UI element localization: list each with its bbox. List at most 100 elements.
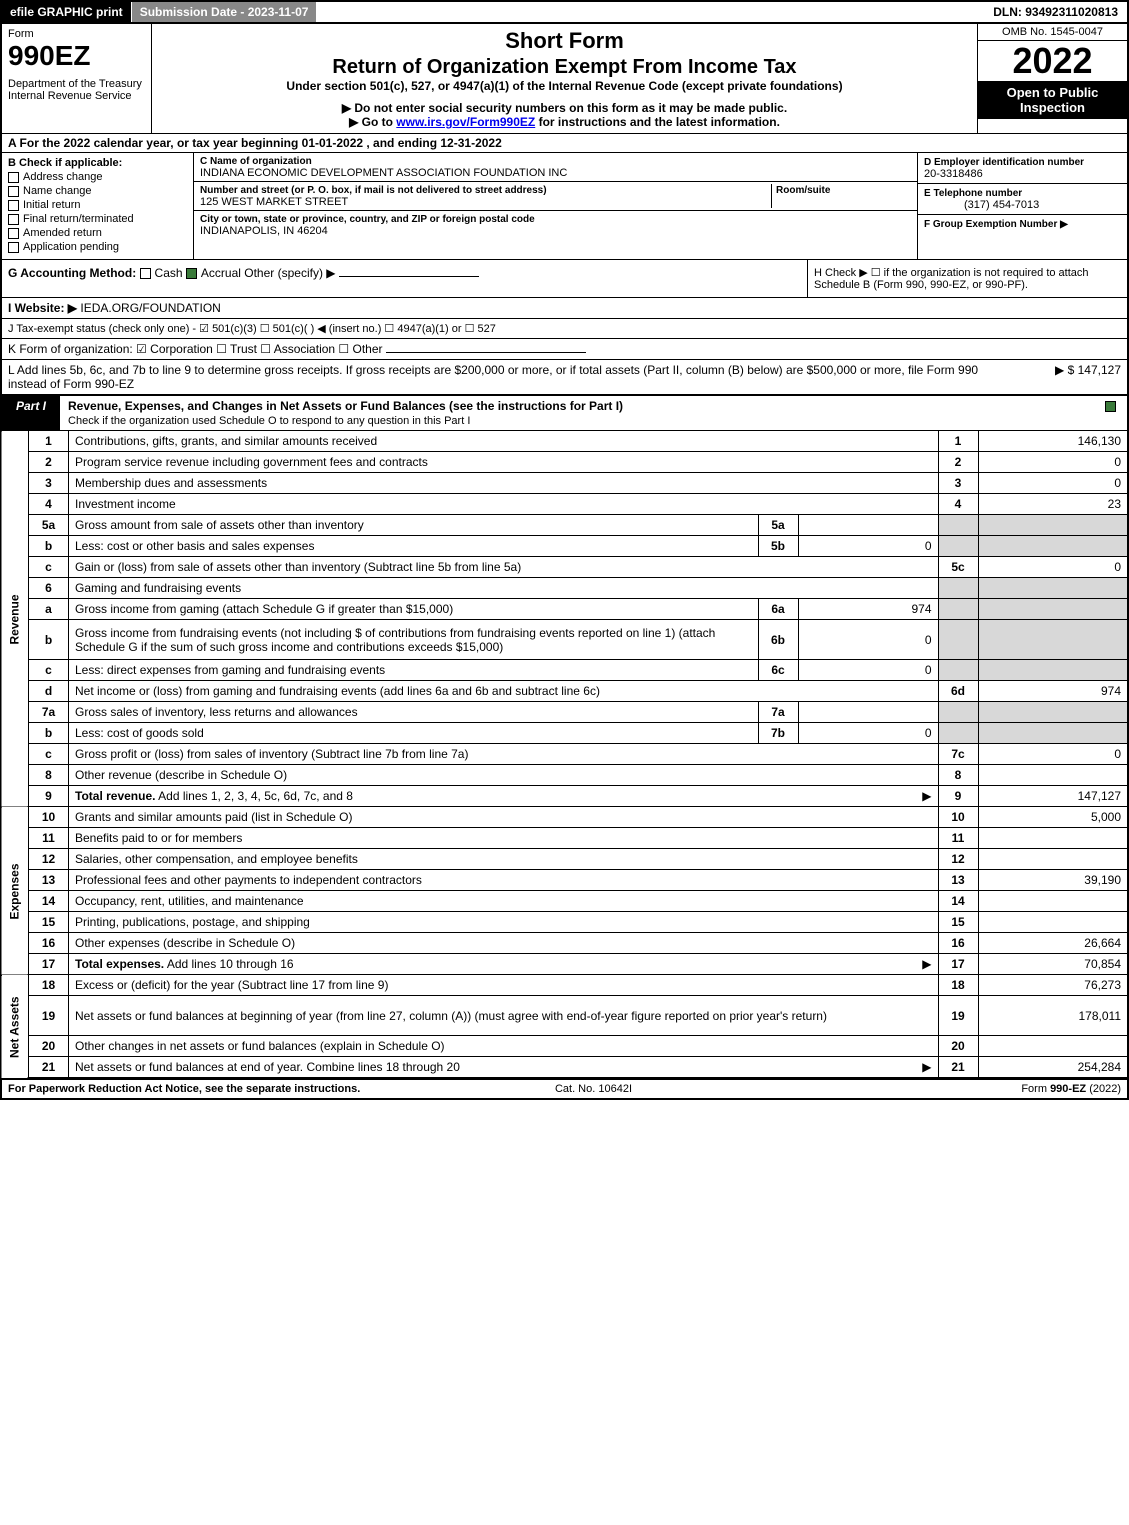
- right-line-value: 0: [978, 557, 1128, 578]
- right-line-value: 147,127: [978, 786, 1128, 807]
- chk-application-pending[interactable]: Application pending: [8, 241, 187, 253]
- submission-date: Submission Date - 2023-11-07: [132, 2, 318, 22]
- right-line-value: [978, 849, 1128, 870]
- line-number: 1: [29, 431, 69, 452]
- line-number: 2: [29, 452, 69, 473]
- line-description: Excess or (deficit) for the year (Subtra…: [69, 975, 939, 996]
- line-description: Occupancy, rent, utilities, and maintena…: [69, 891, 939, 912]
- org-name: INDIANA ECONOMIC DEVELOPMENT ASSOCIATION…: [200, 167, 567, 179]
- table-row: 9Total revenue. Add lines 1, 2, 3, 4, 5c…: [1, 786, 1128, 807]
- line-number: 9: [29, 786, 69, 807]
- line-number: 8: [29, 765, 69, 786]
- line-description: Gross sales of inventory, less returns a…: [69, 702, 759, 723]
- table-row: cLess: direct expenses from gaming and f…: [1, 660, 1128, 681]
- right-line-value: 974: [978, 681, 1128, 702]
- chk-final-return[interactable]: Final return/terminated: [8, 213, 187, 225]
- form-number: 990EZ: [8, 40, 145, 72]
- grp-label: F Group Exemption Number ▶: [924, 219, 1068, 230]
- line-description: Total expenses. Add lines 10 through 16▶: [69, 954, 939, 975]
- k-text: K Form of organization: ☑ Corporation ☐ …: [8, 342, 383, 356]
- line-description: Membership dues and assessments: [69, 473, 939, 494]
- c-name-label: C Name of organization: [200, 156, 312, 167]
- line-number: 17: [29, 954, 69, 975]
- irs-link[interactable]: www.irs.gov/Form990EZ: [396, 115, 535, 129]
- line-description: Salaries, other compensation, and employ…: [69, 849, 939, 870]
- table-row: 3Membership dues and assessments30: [1, 473, 1128, 494]
- line-description: Investment income: [69, 494, 939, 515]
- table-row: Net Assets18Excess or (deficit) for the …: [1, 975, 1128, 996]
- right-line-number: 4: [938, 494, 978, 515]
- line-number: c: [29, 557, 69, 578]
- table-row: aGross income from gaming (attach Schedu…: [1, 599, 1128, 620]
- street-address: 125 WEST MARKET STREET: [200, 196, 348, 208]
- line-description: Benefits paid to or for members: [69, 828, 939, 849]
- open-to-public: Open to Public Inspection: [978, 81, 1127, 119]
- footer-left: For Paperwork Reduction Act Notice, see …: [8, 1083, 360, 1095]
- footer-right: Form 990-EZ (2022): [1021, 1083, 1121, 1095]
- topbar: efile GRAPHIC print Submission Date - 20…: [0, 0, 1129, 24]
- chk-name-change[interactable]: Name change: [8, 185, 187, 197]
- part1-checkbox[interactable]: [1097, 396, 1127, 430]
- line-description: Other expenses (describe in Schedule O): [69, 933, 939, 954]
- table-row: 13Professional fees and other payments t…: [1, 870, 1128, 891]
- table-row: 17Total expenses. Add lines 10 through 1…: [1, 954, 1128, 975]
- line-description: Gross profit or (loss) from sales of inv…: [69, 744, 939, 765]
- efile-label[interactable]: efile GRAPHIC print: [2, 2, 132, 22]
- table-row: cGain or (loss) from sale of assets othe…: [1, 557, 1128, 578]
- row-i: I Website: ▶ IEDA.ORG/FOUNDATION: [0, 298, 1129, 319]
- line-number: 4: [29, 494, 69, 515]
- line-number: 18: [29, 975, 69, 996]
- header-center: Short Form Return of Organization Exempt…: [152, 24, 977, 133]
- mid-line-number: 5b: [758, 536, 798, 557]
- table-row: Expenses10Grants and similar amounts pai…: [1, 807, 1128, 828]
- table-row: cGross profit or (loss) from sales of in…: [1, 744, 1128, 765]
- netassets-table: Net Assets18Excess or (deficit) for the …: [0, 975, 1129, 1079]
- table-row: dNet income or (loss) from gaming and fu…: [1, 681, 1128, 702]
- table-row: 12Salaries, other compensation, and empl…: [1, 849, 1128, 870]
- table-row: 2Program service revenue including gover…: [1, 452, 1128, 473]
- line-description: Net assets or fund balances at beginning…: [69, 996, 939, 1036]
- mid-line-value: 0: [798, 536, 938, 557]
- block-gh: G Accounting Method: Cash Accrual Other …: [0, 260, 1129, 298]
- right-line-number: 8: [938, 765, 978, 786]
- chk-cash[interactable]: [140, 268, 151, 279]
- line-description: Other changes in net assets or fund bala…: [69, 1036, 939, 1057]
- ein-label: D Employer identification number: [924, 157, 1084, 168]
- right-line-value: 178,011: [978, 996, 1128, 1036]
- section-tab: Expenses: [1, 807, 29, 975]
- right-line-number: 2: [938, 452, 978, 473]
- section-tab: Net Assets: [1, 975, 29, 1078]
- table-row: 14Occupancy, rent, utilities, and mainte…: [1, 891, 1128, 912]
- line-number: 21: [29, 1057, 69, 1079]
- addr-label: Number and street (or P. O. box, if mail…: [200, 185, 547, 196]
- right-line-value: [978, 620, 1128, 660]
- warn2-post: for instructions and the latest informat…: [535, 115, 780, 129]
- chk-accrual[interactable]: [186, 268, 197, 279]
- right-line-number: 18: [938, 975, 978, 996]
- right-line-value: 23: [978, 494, 1128, 515]
- line-description: Gain or (loss) from sale of assets other…: [69, 557, 939, 578]
- org-name-cell: C Name of organization INDIANA ECONOMIC …: [194, 153, 917, 182]
- header-right: OMB No. 1545-0047 2022 Open to Public In…: [977, 24, 1127, 133]
- chk-amended-return[interactable]: Amended return: [8, 227, 187, 239]
- table-row: Revenue1Contributions, gifts, grants, an…: [1, 431, 1128, 452]
- table-row: 15Printing, publications, postage, and s…: [1, 912, 1128, 933]
- block-bcd: B Check if applicable: Address change Na…: [0, 153, 1129, 260]
- part1-title: Revenue, Expenses, and Changes in Net As…: [60, 396, 1097, 430]
- right-line-value: 26,664: [978, 933, 1128, 954]
- mid-line-value: [798, 515, 938, 536]
- right-line-value: 254,284: [978, 1057, 1128, 1079]
- right-line-number: 3: [938, 473, 978, 494]
- right-line-value: [978, 536, 1128, 557]
- instructions-link-line: ▶ Go to www.irs.gov/Form990EZ for instru…: [162, 115, 967, 129]
- table-row: bLess: cost or other basis and sales exp…: [1, 536, 1128, 557]
- chk-address-change[interactable]: Address change: [8, 171, 187, 183]
- line-description: Program service revenue including govern…: [69, 452, 939, 473]
- right-line-value: [978, 1036, 1128, 1057]
- line-number: d: [29, 681, 69, 702]
- line-description: Other revenue (describe in Schedule O): [69, 765, 939, 786]
- right-line-number: 5c: [938, 557, 978, 578]
- line-number: c: [29, 660, 69, 681]
- line-number: 19: [29, 996, 69, 1036]
- chk-initial-return[interactable]: Initial return: [8, 199, 187, 211]
